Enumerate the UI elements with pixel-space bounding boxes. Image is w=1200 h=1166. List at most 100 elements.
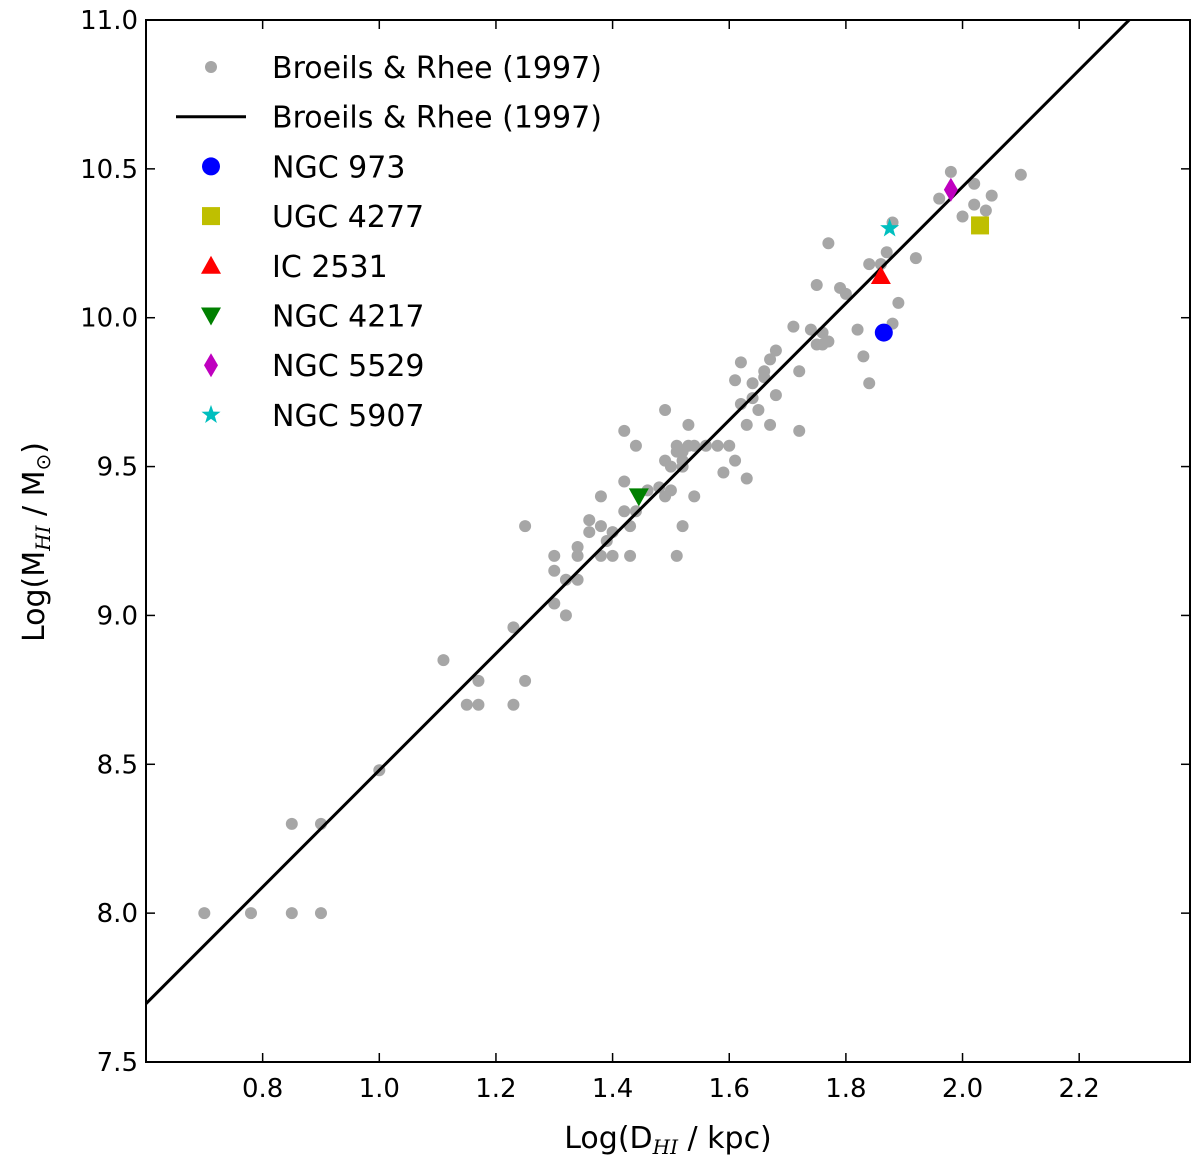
data-point [723, 439, 736, 452]
fit-line [146, 20, 1132, 1005]
data-point [822, 237, 835, 250]
y-axis-title-sub2: ⊙ [31, 454, 55, 471]
data-point [682, 418, 695, 431]
x-tick-label: 1.0 [359, 1074, 400, 1104]
marker-ngc-5529 [943, 177, 958, 202]
data-point [688, 490, 701, 503]
data-point [285, 817, 298, 830]
data-point [787, 320, 800, 333]
marker-ngc-973 [874, 323, 893, 342]
x-tick-label: 1.2 [475, 1074, 516, 1104]
legend-marker [205, 61, 217, 73]
data-point [624, 549, 637, 562]
x-axis-title: Log(DHI / kpc) [564, 1121, 772, 1159]
data-point [863, 258, 876, 271]
data-point [729, 374, 742, 387]
data-point [653, 481, 666, 494]
data-point [956, 210, 969, 223]
y-tick-label: 10.5 [80, 155, 138, 185]
legend: Broeils & Rhee (1997) Broeils & Rhee (199… [176, 51, 602, 434]
data-point [851, 323, 864, 336]
data-point [822, 335, 835, 348]
data-point [659, 404, 672, 417]
legend-marker [202, 207, 220, 226]
data-point [746, 377, 759, 390]
data-point [314, 907, 327, 920]
x-tick-label: 1.8 [825, 1074, 866, 1104]
data-point [892, 296, 905, 309]
data-point [804, 323, 817, 336]
data-point [764, 353, 777, 366]
legend-entry: NGC 5529 [204, 349, 425, 384]
data-point [1014, 168, 1027, 181]
y-axis-title-sub: HI [31, 524, 55, 551]
data-point [734, 356, 747, 369]
legend-entry: NGC 4217 [201, 300, 425, 335]
data-layer [146, 20, 1132, 1005]
data-point [863, 377, 876, 390]
legend-label: NGC 5529 [272, 349, 425, 384]
data-point [857, 350, 870, 363]
y-tick-label: 8.0 [97, 899, 138, 929]
y-tick-label: 9.5 [97, 453, 138, 483]
y-tick-label: 11.0 [80, 6, 138, 36]
data-point [758, 365, 771, 378]
y-tick-label: 10.0 [80, 304, 138, 334]
plot-frame [145, 19, 1191, 1063]
data-point [629, 439, 642, 452]
data-point [618, 475, 631, 488]
x-axis-title-tail: / kpc) [678, 1121, 772, 1156]
data-point [548, 549, 561, 562]
legend-marker [202, 157, 220, 176]
data-point [944, 165, 957, 178]
legend-marker [204, 353, 218, 378]
data-point [472, 674, 485, 687]
x-tick-label: 0.8 [242, 1074, 283, 1104]
data-point [839, 287, 852, 300]
data-point [711, 439, 724, 452]
legend-label: IC 2531 [272, 250, 388, 285]
data-point [688, 439, 701, 452]
legend-marker [201, 404, 221, 423]
marker-ic-2531 [870, 266, 891, 285]
data-point [460, 698, 473, 711]
data-point [583, 514, 596, 527]
data-point [699, 439, 712, 452]
data-point [793, 365, 806, 378]
data-point [571, 540, 584, 553]
marker-ngc-4217 [628, 488, 649, 507]
data-point [769, 389, 782, 402]
data-point [559, 609, 572, 622]
legend-label: Broeils & Rhee (1997) [272, 101, 602, 136]
y-axis-title-tail: ) [17, 442, 52, 454]
x-tick-label: 1.4 [592, 1074, 633, 1104]
data-point [548, 597, 561, 610]
data-point [664, 460, 677, 473]
data-point [507, 621, 520, 634]
y-axis-title-mid: / M [17, 470, 52, 525]
y-tick-label: 8.5 [97, 750, 138, 780]
data-point [985, 189, 998, 202]
legend-entry: IC 2531 [201, 250, 388, 285]
data-point [670, 549, 683, 562]
axis-ticks: 0.8 1.0 1.2 1.4 1.6 1.8 2.0 2.2 7.5 8.0 8.5 9.0 9.5 1… [80, 6, 1190, 1104]
data-point [583, 526, 596, 539]
data-point [594, 520, 607, 533]
data-point [909, 252, 922, 265]
y-axis-title-main: Log(M [17, 551, 52, 642]
data-point [968, 177, 981, 190]
data-point [472, 698, 485, 711]
data-point [519, 674, 532, 687]
legend-entry: NGC 5907 [201, 399, 425, 434]
x-axis-title-sub: HI [652, 1135, 679, 1159]
legend-label: NGC 5907 [272, 399, 425, 434]
legend-marker [201, 307, 221, 326]
data-point [968, 198, 981, 211]
data-point [548, 564, 561, 577]
data-point [764, 418, 777, 431]
data-point [740, 472, 753, 485]
data-point [519, 520, 532, 533]
data-point [606, 549, 619, 562]
data-point [880, 246, 893, 259]
